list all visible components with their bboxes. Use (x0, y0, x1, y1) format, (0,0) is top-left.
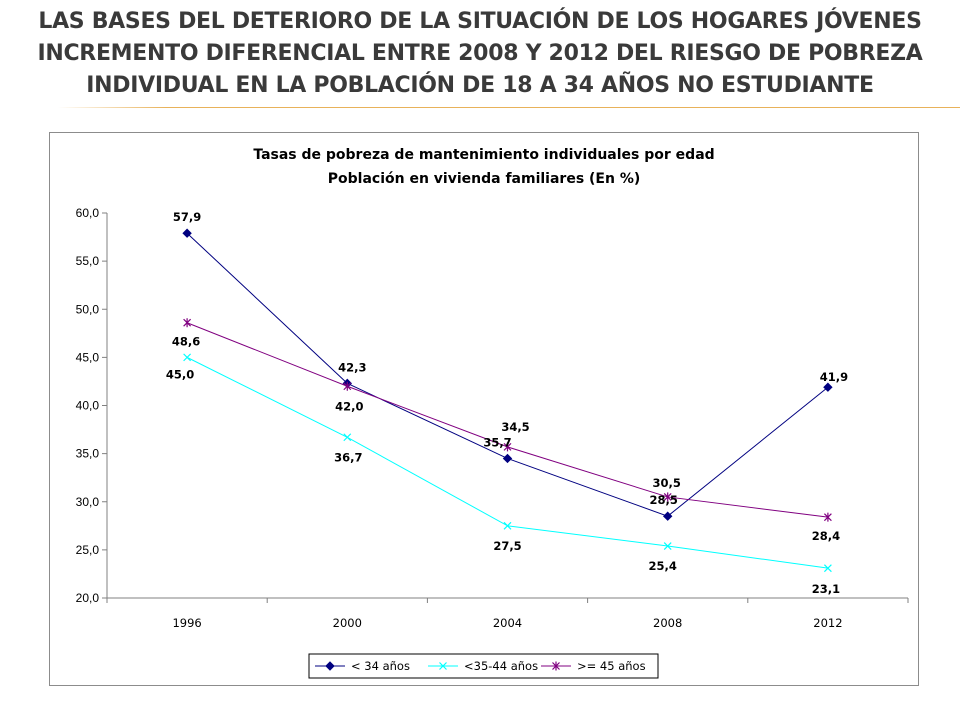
data-point (663, 542, 672, 550)
chart-axes: 60,0 55,0 50,0 45,0 40,0 35,0 30,0 25,0 20,0 1996… (76, 206, 909, 630)
data-point (343, 381, 352, 391)
data-label: 48,6 (172, 335, 200, 349)
legend-marker (439, 662, 447, 670)
slide-title-line-3: INDIVIDUAL EN LA POBLACIÓN DE 18 A 34 AÑ… (86, 73, 874, 98)
series-line (186, 232, 829, 517)
data-point (823, 564, 832, 573)
x-tick-label: 2012 (813, 616, 842, 630)
data-label: 25,4 (649, 559, 677, 573)
legend-marker (552, 661, 560, 671)
data-label: 36,7 (334, 450, 362, 464)
marker-stroke (663, 542, 672, 550)
data-point (503, 521, 512, 530)
legend-label: < 34 años (351, 659, 410, 673)
legend-label: >= 45 años (577, 659, 646, 673)
data-point (343, 433, 352, 442)
y-tick-label: 35,0 (76, 447, 100, 461)
data-point (823, 512, 832, 522)
data-label: 57,9 (173, 210, 201, 224)
data-point (183, 353, 192, 362)
data-label: 45,0 (166, 367, 194, 381)
x-tick-label: 2000 (333, 616, 362, 630)
chart-data-labels: 57,9 42,3 35,7 28,5 41,9 45,0 36,7 27,5 25,4 23,1… (166, 210, 848, 596)
data-label: 28,5 (650, 493, 678, 507)
marker-stroke (503, 521, 512, 530)
chart-title: Tasas de pobreza de mantenimiento indivi… (253, 147, 714, 163)
series-1 (182, 228, 833, 521)
y-tick-label: 55,0 (76, 254, 100, 268)
y-tick-label: 50,0 (76, 302, 100, 316)
data-point (663, 492, 672, 502)
y-tick-label: 30,0 (76, 495, 100, 509)
y-tick-label: 40,0 (76, 399, 100, 413)
x-tick-label: 2004 (493, 616, 522, 630)
data-label: 23,1 (812, 582, 840, 596)
data-label: 30,5 (653, 476, 681, 490)
legend-item: <35-44 años (428, 659, 538, 673)
x-tick-label: 2008 (653, 616, 682, 630)
chart-series (182, 228, 833, 573)
slide-title-line-1: LAS BASES DEL DETERIORO DE LA SITUACIÓN … (38, 9, 922, 34)
marker-stroke (823, 564, 832, 573)
legend-item: < 34 años (315, 659, 410, 673)
data-label: 35,7 (483, 435, 511, 449)
data-point (182, 228, 192, 238)
data-label: 42,3 (338, 360, 366, 374)
data-label: 27,5 (493, 539, 521, 553)
chart-subtitle: Población en vivienda familiares (En %) (328, 171, 641, 187)
legend-label: <35-44 años (464, 659, 538, 673)
marker-stroke (439, 662, 447, 670)
y-tick-label: 25,0 (76, 543, 100, 557)
legend-item: >= 45 años (541, 659, 646, 673)
legend-marker (325, 661, 335, 671)
x-tick-label: 1996 (172, 616, 201, 630)
series-2 (183, 353, 832, 573)
series-3 (183, 318, 832, 522)
slide-title-line-2: INCREMENTO DIFERENCIAL ENTRE 2008 Y 2012… (37, 41, 923, 66)
data-point (183, 318, 192, 328)
marker-stroke (343, 433, 352, 442)
data-label: 28,4 (812, 529, 840, 543)
y-tick-label: 60,0 (76, 206, 100, 220)
data-label: 41,9 (820, 370, 848, 384)
data-label: 34,5 (501, 420, 529, 434)
y-tick-label: 45,0 (76, 350, 100, 364)
data-point (662, 511, 673, 521)
chart-frame (49, 132, 919, 686)
y-tick-label: 20,0 (76, 591, 100, 605)
slide-title: LAS BASES DEL DETERIORO DE LA SITUACIÓN … (0, 6, 960, 102)
data-point (502, 453, 513, 464)
chart-legend: < 34 años <35-44 años >= 45 años (308, 653, 659, 679)
data-point (823, 382, 833, 392)
legend-box (308, 653, 659, 679)
title-divider (58, 107, 960, 108)
marker-stroke (183, 353, 192, 362)
data-label: 42,0 (335, 399, 363, 413)
data-point (503, 442, 512, 452)
